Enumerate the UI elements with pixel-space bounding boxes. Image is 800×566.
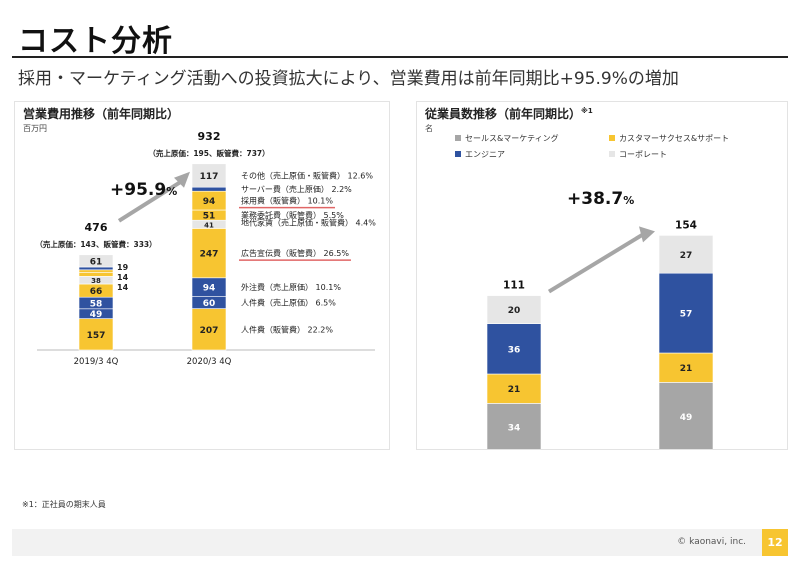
growth-label: +95.9% bbox=[110, 180, 177, 200]
series-label: 外注費（売上原価） 10.1% bbox=[241, 282, 341, 292]
bar-segment bbox=[486, 323, 542, 375]
legend-label: コーポレート bbox=[619, 150, 667, 159]
growth-arrowhead bbox=[174, 171, 190, 188]
bar-segment bbox=[486, 295, 542, 324]
series-label: その他（売上原価・販管費） 12.6% bbox=[241, 171, 373, 181]
copyright: © kaonavi, inc. bbox=[677, 537, 746, 547]
headcount-title-note: ※1 bbox=[581, 107, 593, 115]
series-label: 人件費（販管費） 22.2% bbox=[241, 324, 333, 334]
page-subtitle: 採用・マーケティング活動への投資拡大により、営業費用は前年同期比+95.9%の増… bbox=[18, 69, 679, 89]
data-label: 14 bbox=[117, 273, 129, 282]
bar-segment bbox=[658, 382, 714, 449]
data-label: 60 bbox=[203, 299, 216, 309]
data-label: 117 bbox=[200, 172, 219, 182]
bar-segment bbox=[78, 266, 114, 271]
footnote: ※1：正社員の期末人員 bbox=[22, 500, 106, 509]
operating-expenses-title: 営業費用推移（前年同期比） bbox=[23, 107, 180, 121]
growth-arrowhead bbox=[639, 226, 655, 243]
x-tick-label: 2019/3 4Q bbox=[74, 357, 119, 367]
headcount-unit: 名 bbox=[425, 124, 433, 133]
bar-segment bbox=[191, 228, 227, 279]
data-label: 207 bbox=[200, 326, 219, 336]
headcount-panel: 従業員数推移（前年同期比）※1 名 セールス&マーケティング カスタマーサクセス&… bbox=[416, 101, 788, 450]
headcount-title: 従業員数推移（前年同期比）※1 bbox=[425, 105, 593, 122]
total-label: 154 bbox=[675, 219, 697, 231]
legend-label: エンジニア bbox=[465, 150, 505, 159]
total-label: 476 bbox=[85, 221, 108, 234]
bar-segment bbox=[78, 272, 114, 277]
series-label: 広告宣伝費（販管費） 26.5% bbox=[241, 248, 349, 258]
bar-segment bbox=[486, 403, 542, 449]
series-label: 採用費（販管費） 10.1% bbox=[241, 196, 333, 206]
legend-swatch bbox=[609, 151, 615, 157]
data-label: 27 bbox=[680, 251, 693, 261]
footer-bar: © kaonavi, inc. 12 bbox=[12, 529, 788, 556]
legend-label: セールス&マーケティング bbox=[465, 133, 559, 143]
data-label: 38 bbox=[91, 277, 101, 285]
data-label: 51 bbox=[203, 212, 216, 222]
x-tick-label: 2020/3 4Q bbox=[187, 357, 232, 367]
data-label: 94 bbox=[203, 197, 216, 207]
bar-segment bbox=[486, 373, 542, 404]
data-label: 21 bbox=[508, 385, 521, 395]
series-label: サーバー費（売上原価） 2.2% bbox=[241, 184, 352, 194]
data-label: 49 bbox=[680, 413, 693, 423]
data-label: 247 bbox=[200, 250, 219, 260]
data-label: 94 bbox=[203, 284, 216, 294]
data-label: 21 bbox=[680, 364, 693, 374]
data-label: 19 bbox=[117, 263, 129, 272]
page-title: コスト分析 bbox=[18, 24, 173, 59]
data-label: 49 bbox=[90, 310, 103, 320]
page-number: 12 bbox=[762, 529, 788, 556]
title-divider bbox=[12, 56, 788, 58]
bar-segment bbox=[78, 254, 114, 268]
legend-swatch bbox=[455, 151, 461, 157]
bar-segment bbox=[191, 308, 227, 351]
legend-swatch bbox=[455, 135, 461, 141]
operating-expenses-unit: 百万円 bbox=[23, 124, 47, 133]
bar-segment bbox=[191, 163, 227, 188]
data-label: 41 bbox=[204, 221, 214, 229]
growth-label: +38.7% bbox=[567, 189, 634, 209]
bar-segment bbox=[191, 186, 227, 192]
bar-segment bbox=[78, 318, 114, 351]
series-label: 地代家賃（売上原価・販管費） 4.4% bbox=[241, 217, 376, 227]
total-label: 932 bbox=[198, 130, 221, 143]
total-label: 111 bbox=[503, 280, 525, 292]
series-label: 業務委託費（販管費） 5.5% bbox=[241, 210, 344, 220]
operating-expenses-panel: 営業費用推移（前年同期比） 百万円 157 49 58 66 38 61 2019/3 4Q… bbox=[14, 101, 390, 450]
data-label: 36 bbox=[508, 345, 521, 355]
data-label: 157 bbox=[87, 331, 106, 341]
bar-segment bbox=[658, 235, 714, 274]
data-label: 61 bbox=[90, 257, 103, 267]
data-label: 66 bbox=[90, 287, 103, 297]
total-breakdown: （売上原価：195、販管費：737） bbox=[148, 148, 269, 158]
data-label: 58 bbox=[90, 300, 103, 310]
total-breakdown: （売上原価：143、販管費：333） bbox=[35, 239, 156, 249]
growth-arrow bbox=[117, 178, 186, 223]
legend-label: カスタマーサクセス&サポート bbox=[619, 134, 729, 143]
bar-segment bbox=[78, 269, 114, 273]
growth-arrow bbox=[547, 232, 645, 294]
bar-segment bbox=[658, 272, 714, 354]
series-label: 人件費（売上原価） 6.5% bbox=[241, 298, 336, 308]
data-label: 20 bbox=[508, 306, 521, 316]
headcount-title-text: 従業員数推移（前年同期比） bbox=[425, 107, 582, 121]
data-label: 34 bbox=[508, 424, 521, 434]
data-label: 14 bbox=[117, 283, 129, 292]
legend-swatch bbox=[609, 135, 615, 141]
bar-segment bbox=[658, 352, 714, 383]
data-label: 57 bbox=[680, 310, 693, 320]
